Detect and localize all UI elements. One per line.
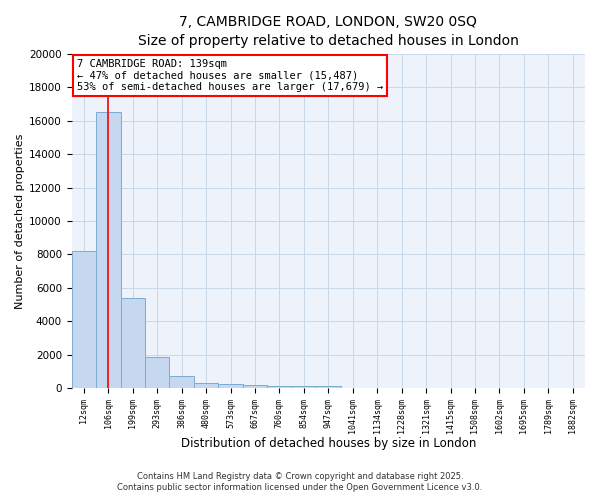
Bar — [243, 386, 267, 388]
Bar — [71, 251, 96, 388]
Bar — [145, 357, 169, 388]
Bar — [96, 112, 121, 388]
Bar — [194, 383, 218, 388]
Bar — [169, 376, 194, 388]
Bar — [218, 384, 243, 388]
Bar — [121, 298, 145, 388]
Y-axis label: Number of detached properties: Number of detached properties — [15, 134, 25, 308]
Text: Contains HM Land Registry data © Crown copyright and database right 2025.
Contai: Contains HM Land Registry data © Crown c… — [118, 472, 482, 492]
Bar — [292, 386, 316, 388]
X-axis label: Distribution of detached houses by size in London: Distribution of detached houses by size … — [181, 437, 476, 450]
Bar — [316, 386, 341, 388]
Bar — [267, 386, 292, 388]
Text: 7 CAMBRIDGE ROAD: 139sqm
← 47% of detached houses are smaller (15,487)
53% of se: 7 CAMBRIDGE ROAD: 139sqm ← 47% of detach… — [77, 59, 383, 92]
Title: 7, CAMBRIDGE ROAD, LONDON, SW20 0SQ
Size of property relative to detached houses: 7, CAMBRIDGE ROAD, LONDON, SW20 0SQ Size… — [138, 15, 519, 48]
